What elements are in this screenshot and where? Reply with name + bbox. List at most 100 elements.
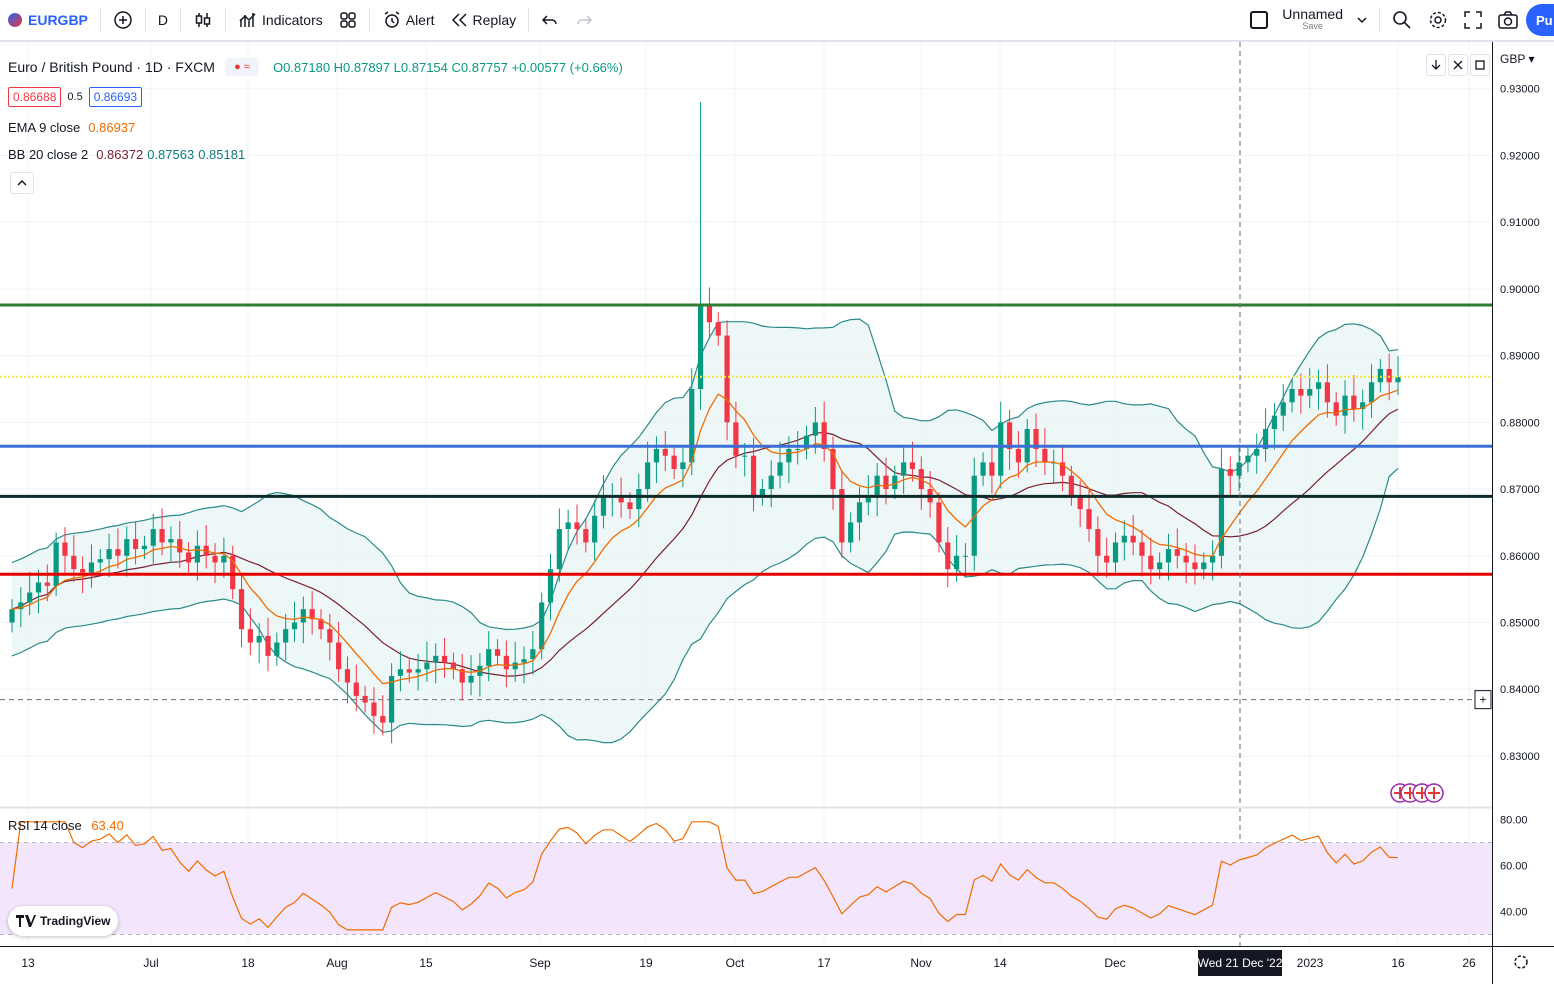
- candle-body: [583, 529, 589, 543]
- candle-body: [1130, 535, 1136, 543]
- y-tick-label: 0.84000: [1500, 684, 1540, 696]
- y-tick-label: 0.90000: [1500, 284, 1540, 296]
- redo-button[interactable]: [567, 5, 601, 35]
- camera-icon: [1498, 11, 1518, 29]
- compare-button[interactable]: [105, 5, 141, 35]
- candle-body: [230, 555, 236, 590]
- candle-body: [62, 542, 68, 556]
- snapshot-button[interactable]: [1490, 5, 1526, 35]
- candle-body: [936, 502, 942, 543]
- search-button[interactable]: [1384, 5, 1420, 35]
- candle-body: [371, 702, 377, 716]
- candle-body: [106, 549, 112, 560]
- interval-button[interactable]: D: [157, 12, 169, 28]
- candle-body: [1333, 402, 1339, 416]
- ema-legend[interactable]: EMA 9 close 0.86937: [8, 114, 623, 141]
- fullscreen-icon: [1464, 11, 1482, 29]
- rsi-legend[interactable]: RSI 14 close 63.40: [8, 818, 124, 833]
- settings-button[interactable]: [1420, 5, 1456, 35]
- buy-button[interactable]: 0.86693: [88, 87, 143, 107]
- bb-label: BB 20 close 2: [8, 147, 89, 162]
- candle-body: [636, 489, 642, 510]
- x-tick-label: Nov: [910, 956, 931, 970]
- candle-body: [397, 669, 404, 676]
- layout-menu-button[interactable]: [1349, 5, 1375, 35]
- candle-body: [777, 462, 783, 476]
- candle-body: [486, 649, 492, 666]
- symbol-search[interactable]: EURGBP: [0, 5, 96, 35]
- undo-button[interactable]: [533, 5, 567, 35]
- price-chart[interactable]: 0.897590.876420.868900.857230.8868312:18…: [0, 42, 1554, 984]
- maximize-pane-button[interactable]: [1470, 54, 1490, 76]
- publish-button[interactable]: Pu: [1526, 4, 1554, 36]
- candle-body: [71, 555, 77, 570]
- x-tick-label: 16: [1391, 956, 1405, 970]
- candle-body: [865, 495, 871, 503]
- alert-button[interactable]: Alert: [374, 5, 443, 35]
- candle-body: [918, 469, 924, 490]
- candle-body: [450, 662, 457, 670]
- chevron-up-icon: [17, 179, 27, 186]
- currency-selector[interactable]: GBP ▾: [1500, 52, 1535, 66]
- x-tick-label: 13: [21, 956, 35, 970]
- candle-body: [1307, 388, 1313, 396]
- candle-body: [909, 462, 916, 470]
- candle-body: [715, 322, 721, 336]
- crosshair-date-box: [1198, 950, 1282, 976]
- candle-body: [750, 455, 757, 496]
- candle-body: [1077, 495, 1083, 510]
- scroll-down-button[interactable]: [1426, 54, 1446, 76]
- market-status-badge[interactable]: ● ≈: [224, 58, 259, 76]
- candle-body: [653, 449, 660, 463]
- symbol-legend-row: Euro / British Pound · 1D · FXCM ● ≈ O0.…: [8, 56, 623, 78]
- candle-body: [1227, 469, 1233, 476]
- candle-body: [962, 555, 969, 557]
- symbol-title: Euro / British Pound · 1D · FXCM: [8, 59, 215, 75]
- alert-label: Alert: [405, 12, 435, 28]
- candle-body: [980, 462, 986, 476]
- replay-button[interactable]: Replay: [443, 5, 525, 35]
- close-pane-button[interactable]: [1448, 54, 1468, 76]
- collapse-legend-button[interactable]: [10, 172, 34, 194]
- layout-name-button[interactable]: Unnamed Save: [1282, 7, 1343, 32]
- candle-body: [194, 545, 200, 563]
- bb-fill: [12, 319, 1398, 743]
- redo-icon: [577, 15, 593, 25]
- chart-type-button[interactable]: [185, 5, 221, 35]
- candle-body: [9, 609, 15, 623]
- buy-sell-row: 0.86688 0.5 0.86693: [8, 86, 623, 108]
- indicators-button[interactable]: Indicators: [230, 5, 331, 35]
- fullscreen-button[interactable]: [1456, 5, 1490, 35]
- candle-body: [150, 529, 156, 546]
- divider: [1379, 8, 1380, 32]
- y-tick-label: 0.87000: [1500, 484, 1540, 496]
- candle-body: [953, 555, 960, 570]
- candle-body: [786, 449, 792, 463]
- plus-circle-icon: [114, 11, 132, 29]
- rsi-band: [0, 842, 1492, 935]
- templates-button[interactable]: [331, 5, 365, 35]
- tradingview-watermark[interactable]: TradingView: [8, 906, 119, 936]
- gear-icon: [1514, 955, 1528, 969]
- bb-legend[interactable]: BB 20 close 2 0.86372 0.87563 0.85181: [8, 141, 623, 168]
- bollinger-bands: [11, 318, 1399, 744]
- layout-checkbox[interactable]: [1242, 5, 1276, 35]
- candle-body: [512, 662, 518, 670]
- price-axis: [1492, 42, 1554, 984]
- candle-body: [565, 522, 571, 530]
- candle-body: [1386, 368, 1392, 383]
- candle-body: [1289, 388, 1295, 403]
- candle-body: [768, 475, 774, 490]
- candle-body: [1192, 562, 1198, 570]
- watermark-text: TradingView: [40, 914, 111, 928]
- candle-body: [1262, 429, 1269, 450]
- candle-body: [1218, 469, 1225, 556]
- x-tick-label: 17: [817, 956, 831, 970]
- candle-body: [336, 642, 342, 670]
- sell-button[interactable]: 0.86688: [8, 87, 62, 107]
- candle-body: [265, 635, 271, 656]
- bb-upper-value: 0.87563: [147, 147, 195, 162]
- ohlc-values: O0.87180 H0.87897 L0.87154 C0.87757 +0.0…: [272, 59, 623, 75]
- chart-legend: Euro / British Pound · 1D · FXCM ● ≈ O0.…: [8, 56, 623, 168]
- candle-body: [35, 582, 42, 593]
